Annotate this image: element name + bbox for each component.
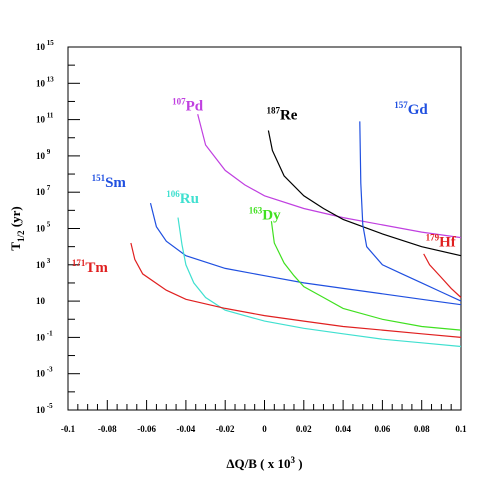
series-line-sm (149, 202, 462, 306)
series-label-pd: 107Pd (172, 97, 204, 115)
y-tick-label: 10 5 (36, 221, 51, 234)
y-axis: 10 15 10 13 10 11 10 9 10 7 10 5 10 3 10 10 -1 10… (36, 39, 80, 415)
y-tick-label: 10 -3 (36, 366, 53, 379)
series-label-sm: 151Sm (92, 173, 127, 191)
y-tick-label: 10 3 (36, 257, 51, 270)
series-line-pd (197, 114, 462, 239)
x-tick-label: -0.1 (61, 424, 76, 434)
series-line-gd (359, 121, 462, 302)
series-line-re (267, 130, 462, 257)
x-tick-label: -0.02 (216, 424, 235, 434)
series-label-dy: 163Dy (249, 205, 281, 223)
x-tick-label: 0.04 (335, 424, 351, 434)
y-tick-label: 10 -5 (36, 402, 53, 415)
series-line-dy (270, 221, 462, 331)
y-tick-label: 10 11 (36, 112, 54, 125)
labels-layer: 107Pd 187Re 157Gd 179Hf 151Sm 106Ru 163Dy 171Tm (72, 97, 457, 277)
series-layer (130, 114, 462, 348)
series-line-hf (423, 253, 462, 298)
series-label-tm: 171Tm (72, 258, 109, 276)
x-tick-label: -0.06 (137, 424, 156, 434)
series-line-tm (130, 242, 462, 338)
y-tick-label: 10 (36, 296, 46, 306)
x-tick-label: -0.04 (177, 424, 196, 434)
x-tick-label: 0 (262, 424, 267, 434)
x-axis: -0.1 -0.08 -0.06 -0.04 -0.02 0 0.02 0.04 0.06 0.0… (61, 400, 467, 434)
series-label-hf: 179Hf (426, 233, 457, 251)
x-tick-label: -0.08 (98, 424, 117, 434)
y-tick-label: 10 -1 (36, 329, 53, 342)
series-line-ru (177, 217, 462, 348)
y-tick-label: 10 13 (36, 75, 54, 88)
series-label-re: 187Re (266, 106, 297, 124)
y-tick-label: 10 15 (36, 39, 54, 52)
y-tick-label: 10 9 (36, 148, 51, 161)
x-tick-label: 0.02 (296, 424, 312, 434)
series-label-ru: 106Ru (166, 189, 199, 207)
y-axis-title: T1/2 (yr) (8, 206, 26, 250)
y-tick-label: 10 7 (36, 184, 51, 197)
x-tick-label: 0.1 (455, 424, 467, 434)
series-label-gd: 157Gd (394, 100, 428, 118)
x-tick-label: 0.06 (375, 424, 391, 434)
x-axis-title: ΔQ/B ( x 103 ) (226, 455, 302, 471)
x-tick-label: 0.08 (414, 424, 430, 434)
